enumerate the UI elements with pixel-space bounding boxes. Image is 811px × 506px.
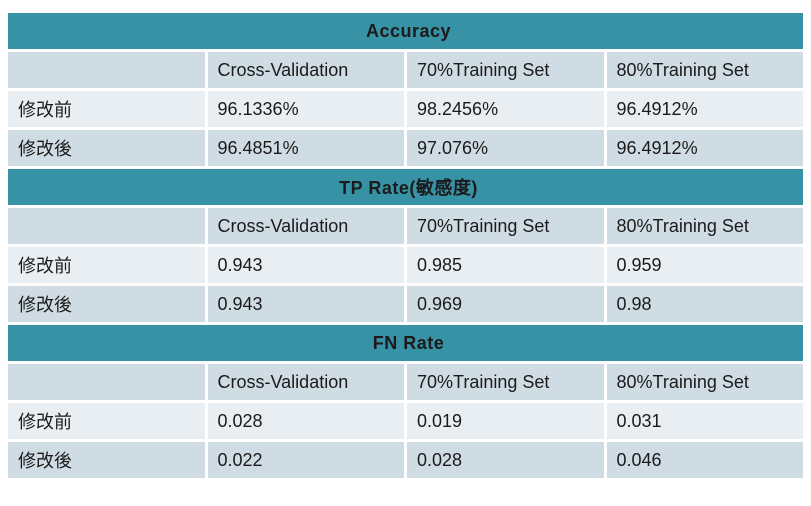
row-label-before: 修改前 bbox=[8, 403, 205, 439]
column-header-80-training: 80%Training Set bbox=[606, 208, 803, 244]
value-cell: 0.943 bbox=[207, 286, 404, 322]
column-header-cross-validation: Cross-Validation bbox=[207, 364, 404, 400]
row-label-after: 修改後 bbox=[8, 130, 205, 166]
column-header-blank bbox=[8, 364, 205, 400]
section-title-fn-rate: FN Rate bbox=[8, 325, 803, 361]
column-header-cross-validation: Cross-Validation bbox=[207, 52, 404, 88]
value-cell: 0.031 bbox=[606, 403, 803, 439]
row-label-before: 修改前 bbox=[8, 247, 205, 283]
value-cell: 0.985 bbox=[407, 247, 604, 283]
value-cell: 98.2456% bbox=[407, 91, 604, 127]
column-header-row: Cross-Validation 70%Training Set 80%Trai… bbox=[8, 208, 803, 244]
value-cell: 0.028 bbox=[407, 442, 604, 478]
value-cell: 0.943 bbox=[207, 247, 404, 283]
section-title-row: Accuracy bbox=[8, 13, 803, 49]
value-cell: 0.969 bbox=[407, 286, 604, 322]
column-header-70-training: 70%Training Set bbox=[407, 208, 604, 244]
value-cell: 97.076% bbox=[407, 130, 604, 166]
table-row: 修改前 96.1336% 98.2456% 96.4912% bbox=[8, 91, 803, 127]
table-row: 修改後 0.022 0.028 0.046 bbox=[8, 442, 803, 478]
row-label-before: 修改前 bbox=[8, 91, 205, 127]
section-title-accuracy: Accuracy bbox=[8, 13, 803, 49]
value-cell: 0.028 bbox=[207, 403, 404, 439]
column-header-blank bbox=[8, 208, 205, 244]
value-cell: 0.019 bbox=[407, 403, 604, 439]
results-table: Accuracy Cross-Validation 70%Training Se… bbox=[5, 10, 806, 481]
value-cell: 96.4912% bbox=[606, 130, 803, 166]
value-cell: 0.98 bbox=[606, 286, 803, 322]
table-row: 修改後 0.943 0.969 0.98 bbox=[8, 286, 803, 322]
column-header-70-training: 70%Training Set bbox=[407, 52, 604, 88]
column-header-70-training: 70%Training Set bbox=[407, 364, 604, 400]
section-title-tp-rate: TP Rate(敏感度) bbox=[8, 169, 803, 205]
value-cell: 0.022 bbox=[207, 442, 404, 478]
column-header-row: Cross-Validation 70%Training Set 80%Trai… bbox=[8, 364, 803, 400]
row-label-after: 修改後 bbox=[8, 442, 205, 478]
value-cell: 96.4912% bbox=[606, 91, 803, 127]
column-header-80-training: 80%Training Set bbox=[606, 364, 803, 400]
value-cell: 0.959 bbox=[606, 247, 803, 283]
table-row: 修改前 0.943 0.985 0.959 bbox=[8, 247, 803, 283]
section-title-row: TP Rate(敏感度) bbox=[8, 169, 803, 205]
value-cell: 96.1336% bbox=[207, 91, 404, 127]
section-title-row: FN Rate bbox=[8, 325, 803, 361]
value-cell: 96.4851% bbox=[207, 130, 404, 166]
row-label-after: 修改後 bbox=[8, 286, 205, 322]
column-header-row: Cross-Validation 70%Training Set 80%Trai… bbox=[8, 52, 803, 88]
value-cell: 0.046 bbox=[606, 442, 803, 478]
column-header-cross-validation: Cross-Validation bbox=[207, 208, 404, 244]
table-row: 修改前 0.028 0.019 0.031 bbox=[8, 403, 803, 439]
column-header-80-training: 80%Training Set bbox=[606, 52, 803, 88]
column-header-blank bbox=[8, 52, 205, 88]
table-row: 修改後 96.4851% 97.076% 96.4912% bbox=[8, 130, 803, 166]
